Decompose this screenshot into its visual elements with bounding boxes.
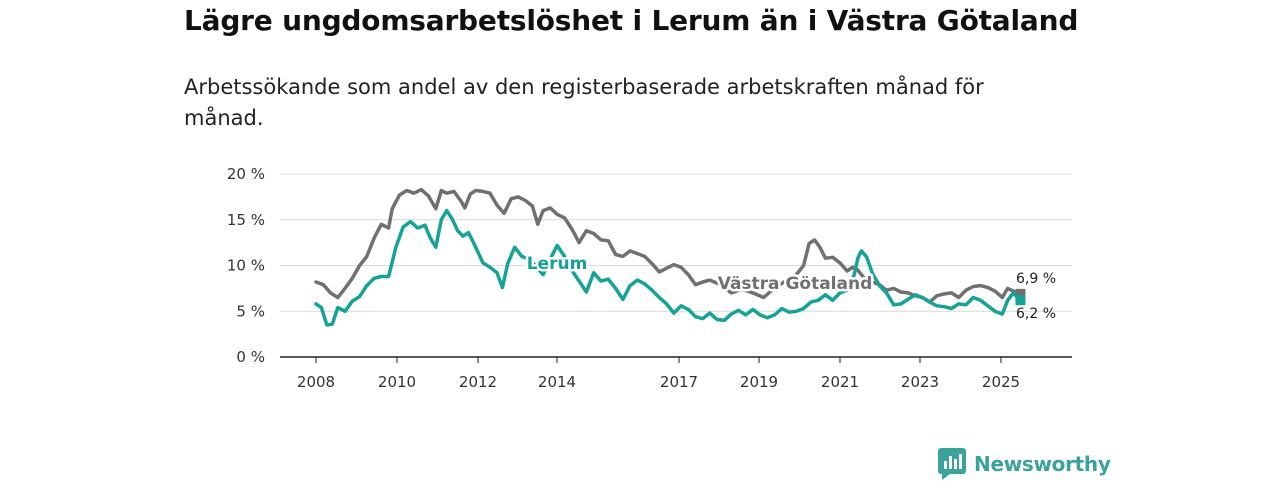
lerum-series-line bbox=[314, 208, 1023, 327]
x-tick-label: 2021 bbox=[821, 373, 859, 391]
vastra-gotaland-end-marker bbox=[1015, 288, 1026, 299]
y-tick-label: 0 % bbox=[236, 348, 265, 366]
newsworthy-logo[interactable]: Newsworthy bbox=[938, 447, 1111, 481]
vastra-gotaland-end-value-label: 6,9 % bbox=[1016, 271, 1056, 287]
x-tick-label: 2014 bbox=[538, 373, 576, 391]
chart-title: Lägre ungdomsarbetslöshet i Lerum än i V… bbox=[184, 4, 1079, 37]
y-tick-label: 15 % bbox=[227, 211, 265, 229]
newsworthy-logo-text: Newsworthy bbox=[974, 452, 1111, 476]
vastra-gotaland-series-label: Västra Götaland bbox=[718, 274, 873, 294]
x-tick-label: 2008 bbox=[297, 373, 335, 391]
x-tick-label: 2019 bbox=[740, 373, 778, 391]
lerum-series-label: Lerum bbox=[527, 254, 588, 274]
chart-subtitle: Arbetssökande som andel av den registerb… bbox=[184, 75, 984, 130]
x-tick-label: 2025 bbox=[982, 373, 1020, 391]
x-tick-label: 2023 bbox=[901, 373, 939, 391]
y-tick-label: 5 % bbox=[236, 302, 265, 320]
lerum-label-halo: Lerum bbox=[527, 254, 588, 274]
x-tick-label: 2017 bbox=[660, 373, 698, 391]
x-tick-label: 2010 bbox=[378, 373, 416, 391]
y-tick-label: 20 % bbox=[227, 165, 265, 183]
lerum-end-marker bbox=[1015, 295, 1026, 306]
grid-layer bbox=[280, 173, 1072, 312]
vastra-gotaland-label-halo: Västra Götaland bbox=[718, 274, 873, 294]
y-tick-label: 10 % bbox=[227, 257, 265, 275]
newsworthy-logo-icon bbox=[938, 448, 966, 480]
lerum-end-value-label: 6,2 % bbox=[1016, 306, 1056, 322]
series-layer bbox=[314, 187, 1026, 327]
vastra-gotaland-series-line bbox=[314, 187, 1023, 304]
axis-layer: 0 % 5 % 10 % 15 % 20 % 2008 2010 2012 2014 2017 20… bbox=[227, 165, 1072, 391]
x-tick-label: 2012 bbox=[459, 373, 497, 391]
